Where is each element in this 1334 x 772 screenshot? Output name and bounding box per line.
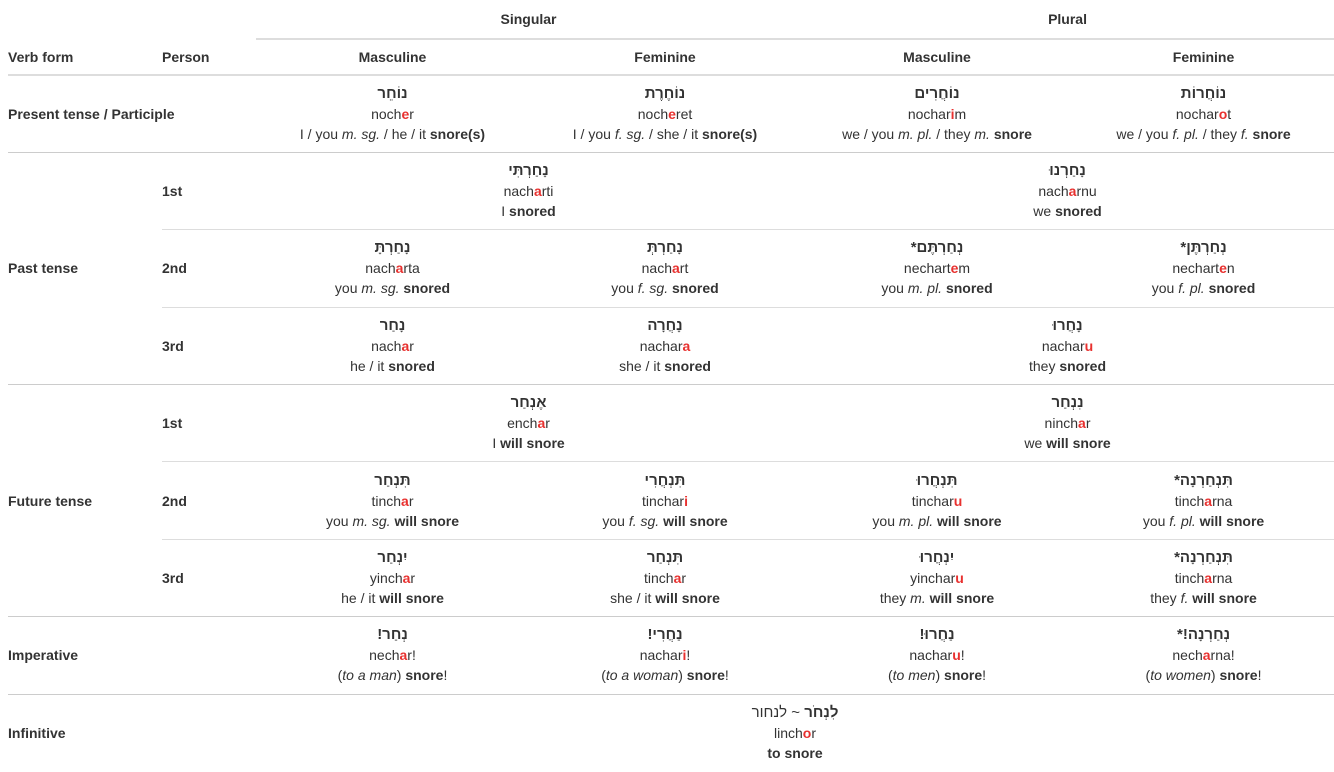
cell-past-1-sg: נָחַרְתִּי nacharti I snored — [501, 162, 556, 220]
table-row-past-2nd: 2nd נָחַרְתָּ nacharta you m. sg. snored… — [8, 229, 1334, 307]
cell-future-3-mp: יִנְחֲרוּ yincharu they m. will snore — [879, 549, 995, 607]
cell-future-1-sg: אֶנְחַר enchar I will snore — [492, 394, 565, 452]
cell-past-2-ms: נָחַרְתָּ nacharta you m. sg. snored — [334, 239, 451, 297]
person-2nd: 2nd — [162, 492, 187, 509]
singular-masculine-header: Masculine — [256, 38, 529, 75]
cell-future-3-fs: תִּנְחַר tinchar she / it will snore — [610, 549, 720, 607]
cell-infinitive: לִנְחֹר ~ לנחור linchor to snore — [751, 704, 839, 762]
cell-present-ms: נוֹחֵר nocher I / you m. sg. / he / it s… — [299, 84, 486, 142]
table-row-infinitive: Infinitive לִנְחֹר ~ לנחור linchor to sn… — [8, 694, 1334, 771]
row-label-present: Present tense / Participle — [8, 105, 175, 122]
cell-past-3-ms: נָחַר nachar he / it snored — [350, 316, 435, 374]
cell-future-2-mp: תִּנְחֲרוּ tincharu you m. pl. will snor… — [872, 471, 1002, 529]
conjugation-table: Singular Plural Verb form Person Masculi… — [8, 0, 1334, 772]
person-1st: 1st — [162, 415, 183, 432]
singular-header: Singular — [500, 11, 557, 27]
person-1st: 1st — [162, 183, 183, 200]
table-row-past-3rd: 3rd נָחַר nachar he / it snored נָחֲרָה … — [8, 307, 1334, 384]
row-label-imperative: Imperative — [8, 647, 79, 664]
table-row-past-1st: Past tense 1st נָחַרְתִּי nacharti I sno… — [8, 152, 1334, 276]
cell-present-fp: נוֹחֲרוֹת nocharot we / you f. pl. / the… — [1116, 84, 1291, 142]
cell-present-fs: נוֹחֶרֶת nocheret I / you f. sg. / she /… — [572, 84, 758, 142]
cell-future-2-fp: תִּנְחַרְנָה* tincharna you f. pl. will … — [1142, 471, 1265, 529]
cell-past-2-fp: נְחַרְתֶּן* necharten you f. pl. snored — [1151, 239, 1256, 297]
cell-past-1-pl: נָחַרְנוּ nacharnu we snored — [1033, 162, 1102, 220]
table-row-future-2nd: 2nd תִּנְחַר tinchar you m. sg. will sno… — [8, 461, 1334, 539]
row-label-past: Past tense — [8, 260, 79, 277]
person-2nd: 2nd — [162, 260, 187, 277]
cell-imperative-fs: נַחֲרִי! nachari! (to a woman) snore! — [601, 626, 729, 684]
cell-future-3-ms: יִנְחַר yinchar he / it will snore — [341, 549, 444, 607]
cell-future-3-fp: תִּנְחַרְנָה* tincharna they f. will sno… — [1150, 549, 1257, 607]
cell-future-2-ms: תִּנְחַר tinchar you m. sg. will snore — [325, 471, 460, 529]
plural-header: Plural — [1048, 11, 1087, 27]
row-label-future: Future tense — [8, 492, 93, 509]
table-row-imperative: Imperative נְחַר! nechar! (to a man) sno… — [8, 616, 1334, 694]
singular-feminine-header: Feminine — [529, 38, 802, 75]
table-row-future-1st: Future tense 1st אֶנְחַר enchar I will s… — [8, 384, 1334, 509]
plural-masculine-header: Masculine — [801, 38, 1074, 75]
person-3rd: 3rd — [162, 570, 184, 587]
cell-past-2-mp: נְחַרְתֶּם* nechartem you m. pl. snored — [881, 239, 993, 297]
row-label-infinitive: Infinitive — [8, 725, 66, 742]
cell-imperative-fp: נְחַרְנָה!* necharna! (to women) snore! — [1145, 626, 1262, 684]
person-3rd: 3rd — [162, 337, 184, 354]
cell-past-3-pl: נָחֲרוּ nacharu they snored — [1028, 316, 1107, 374]
cell-present-mp: נוֹחֲרִים nocharim we / you m. pl. / the… — [842, 84, 1032, 142]
person-header: Person — [162, 48, 210, 65]
plural-feminine-header: Feminine — [1073, 38, 1334, 75]
cell-imperative-mp: נַחֲרוּ! nacharu! (to men) snore! — [887, 626, 987, 684]
table-row-future-3rd: 3rd יִנְחַר yinchar he / it will snore ת… — [8, 539, 1334, 616]
cell-future-2-fs: תִּנְחֲרִי tinchari you f. sg. will snor… — [602, 471, 728, 529]
cell-past-2-fs: נָחַרְתְּ nachart you f. sg. snored — [611, 239, 719, 297]
verb-form-header: Verb form — [8, 48, 74, 65]
cell-imperative-ms: נְחַר! nechar! (to a man) snore! — [337, 626, 448, 684]
cell-past-3-fs: נָחֲרָה nachara she / it snored — [619, 316, 711, 374]
table-row-present: Present tense / Participle נוֹחֵר nocher… — [8, 75, 1334, 152]
cell-future-1-pl: נִנְחַר ninchar we will snore — [1024, 394, 1111, 452]
